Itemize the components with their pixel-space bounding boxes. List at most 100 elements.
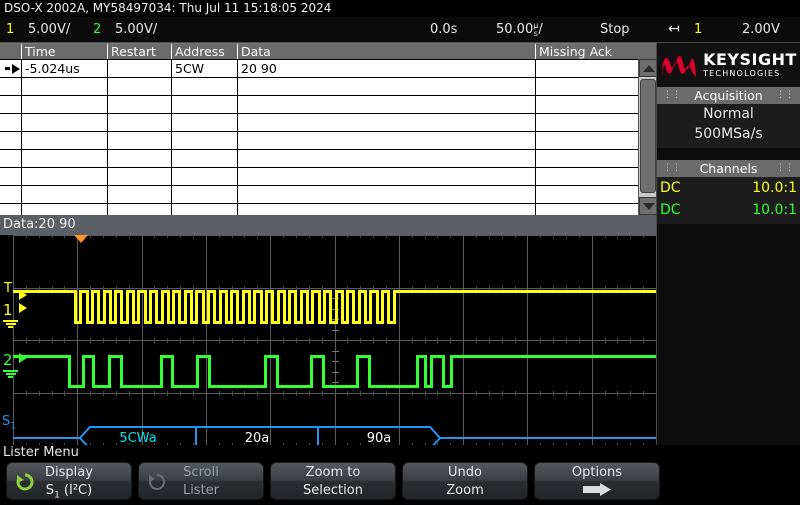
bus-segment-label[interactable]: 90a bbox=[366, 431, 392, 445]
table-row[interactable] bbox=[0, 113, 660, 132]
lister-scrollbar[interactable] bbox=[638, 59, 657, 215]
softkey-scroll-lister[interactable]: Scroll Lister bbox=[138, 462, 264, 500]
cell-data[interactable] bbox=[237, 77, 536, 96]
channel-row-1[interactable]: DC 10.0:1 bbox=[657, 177, 800, 199]
row-marker-cell[interactable] bbox=[0, 113, 22, 132]
table-row[interactable] bbox=[0, 95, 660, 114]
keysight-wordmark: KEYSIGHT TECHNOLOGIES bbox=[703, 52, 797, 78]
timebase-scale[interactable]: 50.00 µ s / bbox=[496, 17, 543, 42]
lister-table[interactable]: Time Restart Address Data Missing Ack -5… bbox=[0, 43, 660, 222]
ch2-offset-arrow-icon[interactable] bbox=[19, 353, 27, 363]
cell-address[interactable] bbox=[171, 113, 238, 132]
cell-time[interactable]: -5.024us bbox=[21, 59, 108, 78]
cell-address[interactable] bbox=[171, 95, 238, 114]
ch1-indicator[interactable]: 1 bbox=[6, 22, 15, 37]
row-marker-cell[interactable] bbox=[0, 95, 22, 114]
ch2-scale[interactable]: 5.00V/ bbox=[115, 22, 158, 37]
trigger-level-value[interactable]: 2.00V bbox=[742, 22, 780, 37]
cell-address[interactable] bbox=[171, 77, 238, 96]
table-row[interactable] bbox=[0, 77, 660, 96]
cell-data[interactable]: 20 90 bbox=[237, 59, 536, 78]
cell-time[interactable] bbox=[21, 77, 108, 96]
scrollbar-thumb[interactable] bbox=[640, 79, 656, 193]
run-state[interactable]: Stop bbox=[600, 22, 630, 37]
lister-col-data[interactable]: Data bbox=[237, 44, 536, 60]
serial-bus-label[interactable]: S1 bbox=[2, 414, 16, 432]
channel-row-2[interactable]: DC 10.0:1 bbox=[657, 199, 800, 221]
cell-time[interactable] bbox=[21, 149, 108, 168]
cell-restart[interactable] bbox=[107, 149, 172, 168]
cell-missing-ack[interactable] bbox=[535, 167, 660, 186]
cell-data[interactable] bbox=[237, 167, 536, 186]
ch1-trace-segment bbox=[202, 321, 207, 324]
trigger-level-icon[interactable]: ↤ bbox=[668, 21, 680, 37]
channels-panel-header[interactable]: ⋮⋮ Channels ⋮⋮ bbox=[657, 160, 800, 177]
softkey-undo-zoom[interactable]: Undo Zoom bbox=[402, 462, 528, 500]
table-row[interactable] bbox=[0, 185, 660, 204]
softkey-zoom-to-selection[interactable]: Zoom to Selection bbox=[270, 462, 396, 500]
row-marker-cell[interactable] bbox=[0, 149, 22, 168]
cell-address[interactable] bbox=[171, 149, 238, 168]
cell-missing-ack[interactable] bbox=[535, 95, 660, 114]
acquisition-panel-header[interactable]: ⋮⋮ Acquisition ⋮⋮ bbox=[657, 87, 800, 104]
bus-segment-label[interactable]: 5CWa bbox=[119, 431, 157, 445]
ch1-ground-label[interactable]: 1 bbox=[3, 301, 13, 319]
cell-restart[interactable] bbox=[107, 77, 172, 96]
table-row[interactable] bbox=[0, 167, 660, 186]
ch1-offset-arrow-icon[interactable] bbox=[19, 303, 27, 313]
cell-time[interactable] bbox=[21, 95, 108, 114]
channels-panel-body[interactable]: DC 10.0:1 DC 10.0:1 bbox=[657, 177, 800, 224]
cell-missing-ack[interactable] bbox=[535, 131, 660, 150]
cell-address[interactable] bbox=[171, 131, 238, 150]
cell-time[interactable] bbox=[21, 113, 108, 132]
ch2-indicator[interactable]: 2 bbox=[93, 22, 102, 37]
row-marker-cell[interactable] bbox=[0, 167, 22, 186]
table-row[interactable] bbox=[0, 149, 660, 168]
cell-data[interactable] bbox=[237, 185, 536, 204]
trigger-position-marker-icon[interactable] bbox=[74, 235, 88, 243]
row-marker-cell[interactable] bbox=[0, 77, 22, 96]
trigger-level-arrow-icon[interactable] bbox=[19, 290, 27, 300]
cell-restart[interactable] bbox=[107, 185, 172, 204]
trigger-source[interactable]: 1 bbox=[694, 22, 703, 37]
row-marker-cell[interactable] bbox=[0, 131, 22, 150]
cell-data[interactable] bbox=[237, 131, 536, 150]
lister-col-address[interactable]: Address bbox=[171, 44, 238, 60]
bus-segment-label[interactable]: 20a bbox=[244, 431, 270, 445]
cell-restart[interactable] bbox=[107, 167, 172, 186]
lister-col-time[interactable]: Time bbox=[21, 44, 108, 60]
cell-time[interactable] bbox=[21, 185, 108, 204]
cell-restart[interactable] bbox=[107, 131, 172, 150]
cell-data[interactable] bbox=[237, 95, 536, 114]
row-marker-cell[interactable] bbox=[0, 59, 22, 78]
softkey-options[interactable]: Options bbox=[534, 462, 660, 500]
lister-col-missing-ack[interactable]: Missing Ack bbox=[535, 44, 660, 60]
table-row[interactable]: -5.024us 5CW 20 90 bbox=[0, 59, 660, 78]
cell-missing-ack[interactable] bbox=[535, 59, 660, 78]
cell-restart[interactable] bbox=[107, 113, 172, 132]
softkey-display[interactable]: Display S1 (I²C) bbox=[6, 462, 132, 501]
scroll-up-arrow-icon[interactable] bbox=[639, 59, 657, 77]
cell-missing-ack[interactable] bbox=[535, 185, 660, 204]
cell-restart[interactable] bbox=[107, 59, 172, 78]
cell-time[interactable] bbox=[21, 167, 108, 186]
cell-data[interactable] bbox=[237, 113, 536, 132]
cell-data[interactable] bbox=[237, 149, 536, 168]
cell-time[interactable] bbox=[21, 131, 108, 150]
cell-missing-ack[interactable] bbox=[535, 77, 660, 96]
ch2-ground-label[interactable]: 2 bbox=[3, 351, 13, 369]
horizontal-delay[interactable]: 0.0s bbox=[430, 22, 458, 37]
scroll-down-arrow-icon[interactable] bbox=[639, 197, 657, 215]
acquisition-panel-body[interactable]: Normal 500MSa/s bbox=[657, 104, 800, 148]
cell-restart[interactable] bbox=[107, 95, 172, 114]
table-row[interactable] bbox=[0, 131, 660, 150]
row-marker-cell[interactable] bbox=[0, 185, 22, 204]
lister-col-restart[interactable]: Restart bbox=[107, 44, 172, 60]
cell-address[interactable]: 5CW bbox=[171, 59, 238, 78]
grid-minor-tick bbox=[39, 235, 40, 238]
ch1-scale[interactable]: 5.00V/ bbox=[28, 22, 71, 37]
cell-address[interactable] bbox=[171, 185, 238, 204]
grid-minor-tick bbox=[425, 235, 426, 238]
cell-address[interactable] bbox=[171, 167, 238, 186]
waveform-display[interactable]: T 1 2 S1 5CWa 20a 90a bbox=[0, 235, 656, 445]
